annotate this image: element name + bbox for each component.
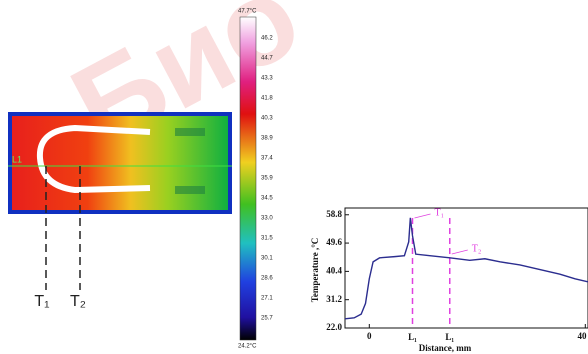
figure: Био L1 T₁ T₂ 47.7°C 24.2°C 46.244.743.34… [0, 0, 588, 354]
colorbar-label: 43.3 [261, 76, 273, 82]
marker-label: L₁ [408, 332, 417, 342]
colorbar-label: 40.3 [261, 116, 273, 122]
x-axis-label: Distance, mm [419, 343, 472, 353]
y-tick-label: 58.8 [326, 209, 342, 219]
colorbar-label: 33.0 [261, 216, 273, 222]
marker-label: L₁ [445, 332, 454, 342]
colorbar-label: 25.7 [261, 316, 273, 322]
colorbar-label: 30.1 [261, 256, 273, 262]
plot-frame [345, 208, 588, 328]
marker-annotation: T₁ [435, 207, 445, 218]
colorbar-label: 27.1 [261, 296, 273, 302]
colorbar-label: 46.2 [261, 36, 273, 42]
colorbar-labels: 46.2 44.7 43.3 41.8 40.3 38.9 37.4 35.9 34.5 33.0… [261, 36, 273, 322]
colorbar-label: 38.9 [261, 136, 273, 142]
colorbar-label: 44.7 [261, 56, 273, 62]
colorbar-label: 37.4 [261, 156, 273, 162]
colorbar-label: 34.5 [261, 196, 273, 202]
colorbar [240, 17, 256, 340]
colorbar-label: 35.9 [261, 176, 273, 182]
y-tick-label: 31.2 [326, 294, 342, 304]
point-label: T₂ [70, 293, 86, 310]
colorbar-label: 31.5 [261, 236, 273, 242]
y-tick-label: 40.4 [326, 265, 342, 275]
point-label: T₁ [34, 293, 49, 310]
colorbar-max: 47.7°C [238, 9, 257, 15]
y-tick-label: 49.6 [326, 237, 342, 247]
colorbar-label: 41.8 [261, 96, 273, 102]
y-axis-label: Temperature ,°C [310, 238, 320, 303]
marker-annotation: T₂ [472, 243, 482, 254]
thermal-image [8, 112, 232, 290]
x-tick-label: 0 [367, 331, 372, 341]
colorbar-label: 28.6 [261, 276, 273, 282]
colorbar-min: 24.2°C [238, 344, 257, 350]
y-tick-label: 22.0 [326, 322, 342, 332]
line-chart: 22.0 31.2 40.4 49.6 58.8 0 40 Distance, mm Tempe… [310, 207, 588, 353]
x-tick-label: 40 [578, 331, 588, 341]
data-line [345, 218, 588, 319]
line-label: L1 [12, 154, 22, 164]
annotation-leader [452, 250, 468, 254]
annotation-leader [415, 214, 431, 218]
